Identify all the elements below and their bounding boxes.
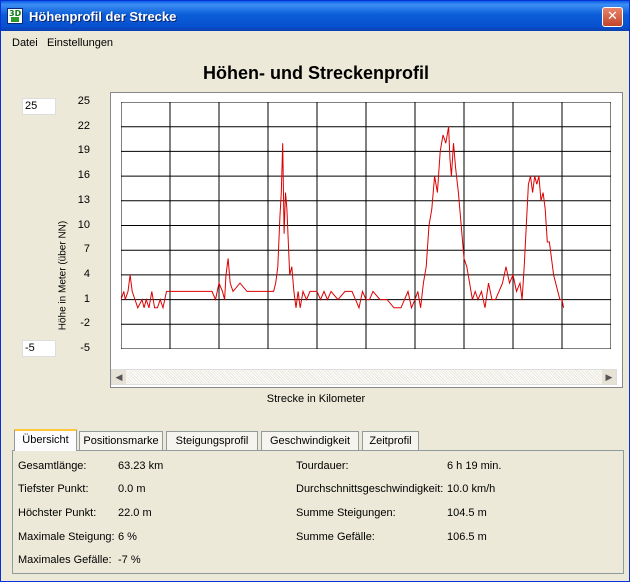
window-title: Höhenprofil der Strecke: [29, 9, 177, 24]
stat-label: Summe Steigungen:: [296, 507, 396, 519]
stat-label: Tourdauer:: [296, 460, 349, 472]
y-tick-label: -2: [80, 317, 90, 330]
close-button[interactable]: ✕: [602, 7, 623, 27]
stat-value: -7 %: [118, 554, 141, 566]
tab-uebersicht[interactable]: Übersicht: [14, 429, 77, 451]
y-tick-label: 7: [83, 243, 90, 256]
chart-title: Höhen- und Streckenprofil: [202, 63, 429, 83]
stat-value: 106.5 m: [447, 531, 487, 543]
stat-label: Gesamtlänge:: [18, 460, 87, 472]
scroll-right-icon[interactable]: ▶: [602, 370, 616, 384]
stat-label: Höchster Punkt:: [18, 507, 97, 519]
stat-label: Tiefster Punkt:: [18, 483, 89, 495]
stat-label: Maximale Steigung:: [18, 531, 115, 543]
y-tick-label: 25: [77, 95, 90, 107]
elevation-line: [121, 126, 565, 310]
horizontal-scrollbar[interactable]: ◀ ▶: [111, 369, 617, 385]
scroll-left-icon[interactable]: ◀: [112, 370, 126, 384]
tab-steigungsprofil[interactable]: Steigungsprofil: [166, 431, 258, 450]
stat-value: 10.0 km/h: [447, 483, 496, 495]
stat-label: Summe Gefälle:: [296, 531, 375, 543]
app-icon: 3D: [7, 8, 23, 24]
chart-area: Höhen- und Streckenprofil 25 -5 Höhe in …: [6, 54, 626, 428]
y-tick-label: 19: [77, 144, 90, 157]
stat-value: 6 %: [118, 531, 137, 543]
stat-value: 104.5 m: [447, 507, 487, 519]
stat-value: 0.0 m: [118, 483, 146, 495]
stat-label: Maximales Gefälle:: [18, 554, 112, 566]
menu-datei[interactable]: Datei: [12, 37, 38, 49]
tab-geschwindigkeit[interactable]: Geschwindigkeit: [261, 431, 359, 450]
overview-panel: [12, 450, 624, 574]
y-max-input[interactable]: 25: [22, 98, 56, 115]
stat-label: Durchschnittsgeschwindigkeit:: [296, 483, 444, 495]
y-min-input[interactable]: -5: [22, 340, 56, 357]
y-tick-label: -5: [80, 342, 90, 354]
y-tick-label: 13: [77, 193, 90, 206]
y-axis-label: Höhe in Meter (über NN): [57, 220, 69, 331]
tab-positionsmarke[interactable]: Positionsmarke: [79, 431, 163, 450]
y-tick-label: 4: [83, 267, 90, 280]
tab-zeitprofil[interactable]: Zeitprofil: [362, 431, 419, 450]
elevation-plot: [121, 102, 611, 349]
y-tick-label: 22: [77, 119, 90, 132]
x-axis-label: Strecke in Kilometer: [266, 393, 366, 405]
y-tick-label: 16: [77, 169, 90, 182]
menu-bar: Datei Einstellungen: [1, 33, 629, 53]
y-tick-label: 10: [77, 218, 90, 231]
scroll-thumb[interactable]: [128, 371, 600, 383]
stat-value: 6 h 19 min.: [447, 460, 502, 472]
title-bar[interactable]: 3D Höhenprofil der Strecke ✕: [1, 1, 629, 31]
menu-einstellungen[interactable]: Einstellungen: [47, 37, 114, 49]
y-tick-label: 1: [83, 292, 90, 305]
stat-value: 22.0 m: [118, 507, 152, 519]
plot-grid: [121, 102, 611, 349]
stat-value: 63.23 km: [118, 460, 164, 472]
